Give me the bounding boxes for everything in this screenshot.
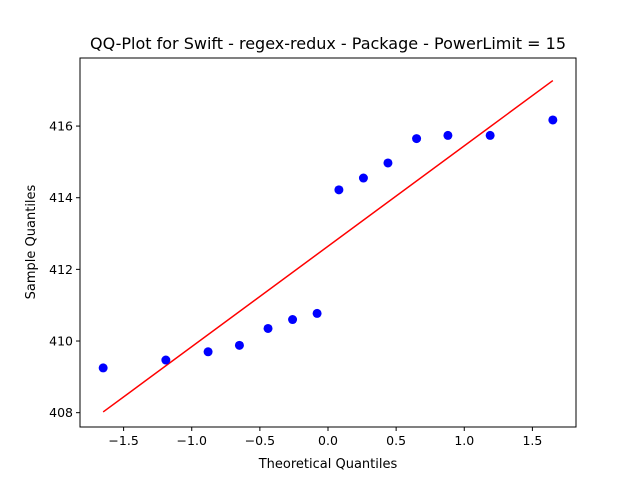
chart-title: QQ-Plot for Swift - regex-redux - Packag… bbox=[90, 34, 566, 53]
data-point bbox=[383, 158, 393, 168]
y-tick-label: 412 bbox=[49, 262, 73, 277]
data-point bbox=[234, 340, 244, 350]
y-axis-label: Sample Quantiles bbox=[24, 184, 39, 299]
y-tick-label: 408 bbox=[49, 405, 73, 420]
data-point bbox=[358, 173, 368, 183]
data-point bbox=[443, 130, 453, 140]
data-point bbox=[412, 134, 422, 144]
data-point bbox=[263, 323, 273, 333]
y-tick-label: 414 bbox=[49, 190, 73, 205]
data-point bbox=[312, 308, 322, 318]
x-tick-label: 0.0 bbox=[318, 433, 338, 448]
x-tick-label: 1.0 bbox=[454, 433, 474, 448]
x-tick-label: −1.5 bbox=[108, 433, 138, 448]
x-tick-label: −0.5 bbox=[245, 433, 275, 448]
x-axis-ticks: −1.5 −1.0 −0.5 0.0 0.5 1.0 1.5 bbox=[108, 427, 542, 448]
reference-line bbox=[102, 79, 554, 413]
data-point bbox=[334, 185, 344, 195]
plot-marks bbox=[98, 79, 558, 413]
data-point bbox=[548, 115, 558, 125]
x-tick-label: 1.5 bbox=[522, 433, 542, 448]
y-tick-label: 410 bbox=[49, 334, 73, 349]
data-point bbox=[203, 347, 213, 357]
y-tick-label: 416 bbox=[49, 119, 73, 134]
x-axis-label: Theoretical Quantiles bbox=[258, 457, 398, 472]
y-axis-ticks: 408 410 412 414 416 bbox=[49, 119, 80, 420]
data-point bbox=[98, 363, 108, 373]
x-tick-label: −1.0 bbox=[177, 433, 207, 448]
data-point bbox=[161, 355, 171, 365]
data-point bbox=[288, 315, 298, 325]
data-point bbox=[485, 130, 495, 140]
x-tick-label: 0.5 bbox=[386, 433, 406, 448]
